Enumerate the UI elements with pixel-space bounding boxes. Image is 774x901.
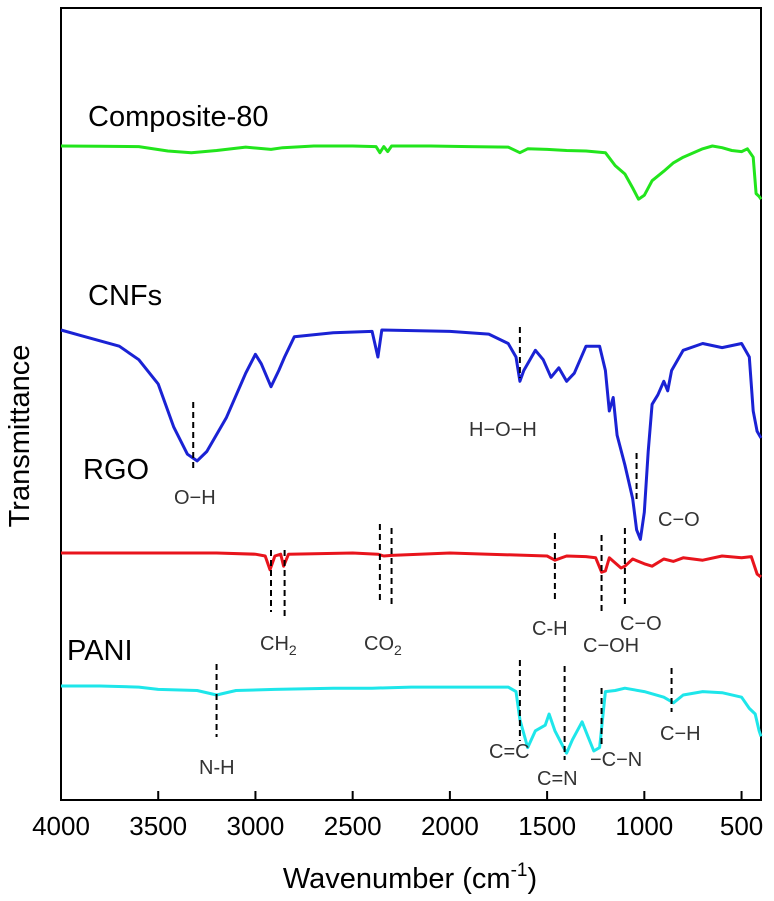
series-label-rgo: RGO: [83, 454, 149, 486]
annotation-h-o-h: H−O−H: [469, 419, 537, 441]
x-tick-label-2000: 2000: [421, 811, 479, 841]
series-line-cnfs: [60, 328, 763, 541]
annotation-co2: CO2: [364, 633, 402, 658]
plot-frame: [60, 7, 762, 801]
series-line-composite-80: [60, 144, 763, 201]
x-axis-title-tail: ): [528, 863, 538, 895]
series-lines: [60, 144, 763, 755]
annotation-o-h: O−H: [174, 487, 216, 509]
x-tick-label-2500: 2500: [324, 811, 382, 841]
y-axis-title: Transmittance: [4, 345, 36, 528]
annotation-co2-main: CO: [364, 633, 394, 655]
x-tick-label-4000: 4000: [32, 811, 90, 841]
series-label-composite-80: Composite-80: [88, 101, 269, 133]
peak-markers: [192, 327, 673, 760]
annotation-c-o-rgo: C−O: [620, 613, 662, 635]
annotation-co2-sub: 2: [394, 642, 402, 658]
annotation-c-c: C=C: [489, 741, 530, 763]
series-label-pani: PANI: [67, 635, 133, 667]
annotation-c-h-rgo: C-H: [532, 618, 568, 640]
series-line-pani: [61, 684, 763, 755]
annotation-c-h-pani: C−H: [660, 723, 701, 745]
annotation-n-h: N-H: [199, 757, 235, 779]
annotation-c-n: −C−N: [590, 749, 642, 771]
annotation-c-oh: C−OH: [583, 635, 639, 657]
annotation-ch2-main: CH: [260, 633, 289, 655]
x-tick-label-1000: 1000: [615, 811, 673, 841]
x-axis-title-main: Wavenumber (cm: [283, 863, 511, 895]
x-tick-label-1500: 1500: [518, 811, 576, 841]
x-axis-title: Wavenumber (cm-1): [283, 860, 537, 895]
annotation-c-n-double: C=N: [537, 768, 578, 790]
x-axis-title-sup: -1: [511, 860, 528, 881]
annotation-ch2: CH2: [260, 633, 297, 658]
x-tick-label-3500: 3500: [129, 811, 187, 841]
series-line-rgo: [61, 551, 762, 579]
annotation-ch2-sub: 2: [289, 642, 297, 658]
series-label-cnfs: CNFs: [88, 280, 162, 312]
annotation-c-o-cnfs: C−O: [658, 509, 700, 531]
x-ticks: 4000 3500 3000 2500 2000 1500 1000 500: [32, 791, 763, 841]
x-tick-label-3000: 3000: [227, 811, 285, 841]
x-tick-label-500: 500: [720, 811, 763, 841]
